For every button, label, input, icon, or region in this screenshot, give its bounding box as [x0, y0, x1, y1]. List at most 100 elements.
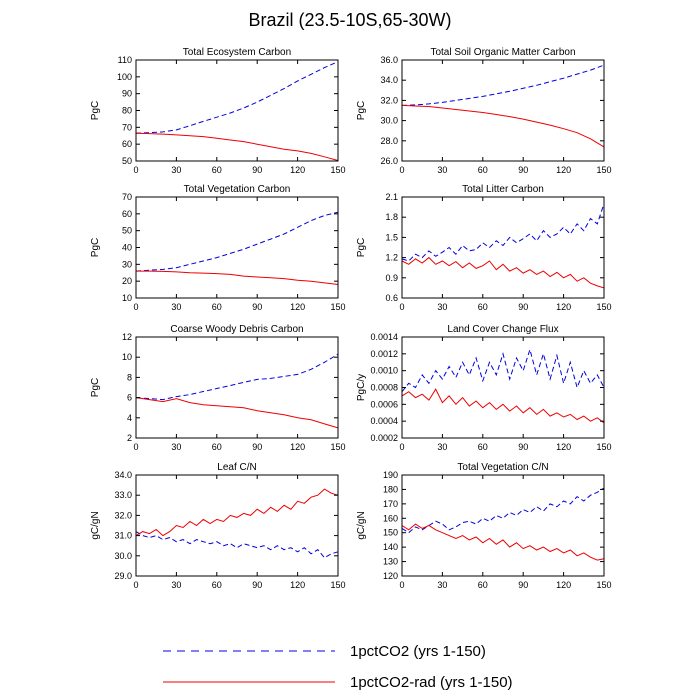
figure-title: Brazil (23.5-10S,65-30W) [248, 10, 451, 30]
x-tick-label: 120 [290, 442, 305, 452]
x-tick-label: 30 [437, 442, 447, 452]
y-tick-label: 130 [383, 557, 398, 567]
panel-title: Total Litter Carbon [462, 184, 544, 195]
x-tick-label: 0 [133, 580, 138, 590]
y-tick-label: 10 [122, 352, 132, 362]
x-tick-label: 150 [596, 302, 611, 312]
x-tick-label: 150 [596, 580, 611, 590]
x-tick-label: 0 [399, 442, 404, 452]
y-tick-label: 120 [383, 571, 398, 581]
x-tick-label: 120 [290, 165, 305, 175]
panel-title: Total Soil Organic Matter Carbon [430, 47, 575, 58]
y-tick-label: 34.0 [380, 75, 398, 85]
x-tick-label: 0 [399, 302, 404, 312]
y-axis-label: gC/gN [90, 511, 101, 539]
y-tick-label: 2.1 [385, 192, 398, 202]
panel-title: Coarse Woody Debris Carbon [170, 324, 303, 335]
panel-leaf-c-n: Leaf C/N gC/gN 0 30 60 90 120 150 29.0 30.0 31.0 32… [90, 462, 346, 590]
y-tick-label: 10 [122, 293, 132, 303]
panel-title: Land Cover Change Flux [447, 324, 558, 335]
series-line-1pctco2-rad-yrs-1-150 [401, 104, 605, 148]
x-tick-label: 30 [437, 580, 447, 590]
series-line-1pctco2-yrs-1-150 [401, 347, 605, 393]
y-tick-label: 36.0 [380, 55, 398, 65]
y-tick-label: 50 [122, 156, 132, 166]
series-line-1pctco2-yrs-1-150 [401, 487, 605, 534]
series-line-1pctco2-rad-yrs-1-150 [135, 132, 339, 161]
plot-frame [135, 474, 339, 577]
x-tick-label: 90 [252, 165, 262, 175]
x-tick-label: 30 [437, 302, 447, 312]
y-tick-label: 2 [127, 433, 132, 443]
legend-label-1pctco2: 1pctCO2 (yrs 1-150) [350, 643, 486, 660]
y-tick-label: 32.0 [380, 95, 398, 105]
x-tick-label: 90 [518, 302, 528, 312]
x-tick-label: 60 [212, 302, 222, 312]
y-tick-label: 0.0010 [370, 366, 398, 376]
panel-title: Total Vegetation C/N [457, 462, 548, 473]
series-line-1pctco2-rad-yrs-1-150 [401, 523, 605, 561]
x-tick-label: 30 [171, 442, 181, 452]
series-line-1pctco2-yrs-1-150 [401, 203, 605, 262]
y-tick-label: 34.0 [114, 470, 132, 480]
y-tick-label: 170 [383, 499, 398, 509]
y-axis-label: PgC [90, 101, 101, 120]
panel-title: Total Vegetation Carbon [184, 184, 291, 195]
x-tick-label: 60 [478, 302, 488, 312]
panel-land-cover-change-flux: Land Cover Change Flux PgC/y 0 30 60 90 120 150… [356, 324, 612, 452]
y-tick-label: 0.0002 [370, 433, 398, 443]
y-tick-label: 100 [117, 72, 132, 82]
panel-title: Leaf C/N [217, 462, 256, 473]
x-tick-label: 90 [252, 580, 262, 590]
y-tick-label: 190 [383, 470, 398, 480]
x-tick-label: 0 [399, 165, 404, 175]
panel-total-ecosystem-carbon: Total Ecosystem Carbon PgC 0 30 60 90 120 150 50… [90, 47, 346, 175]
y-axis-label: PgC [356, 238, 367, 257]
x-tick-label: 120 [556, 302, 571, 312]
y-tick-label: 29.0 [114, 571, 132, 581]
series-line-1pctco2-yrs-1-150 [135, 531, 339, 559]
x-tick-label: 90 [518, 442, 528, 452]
x-tick-label: 30 [437, 165, 447, 175]
y-tick-label: 1.2 [385, 253, 398, 263]
y-tick-label: 0.0006 [370, 399, 398, 409]
y-tick-label: 30.0 [114, 551, 132, 561]
y-tick-label: 70 [122, 122, 132, 132]
y-tick-label: 30 [122, 259, 132, 269]
y-tick-label: 30.0 [380, 116, 398, 126]
x-tick-label: 90 [252, 302, 262, 312]
y-tick-label: 1.5 [385, 232, 398, 242]
x-tick-label: 60 [478, 580, 488, 590]
y-tick-label: 12 [122, 332, 132, 342]
y-tick-label: 110 [118, 55, 132, 65]
plot-frame [135, 196, 339, 299]
panel-total-vegetation-carbon: Total Vegetation Carbon PgC 0 30 60 90 120 150 1… [90, 184, 346, 312]
legend: 1pctCO2 (yrs 1-150) 1pctCO2-rad (yrs 1-1… [163, 643, 513, 691]
y-tick-label: 28.0 [380, 136, 398, 146]
y-tick-label: 70 [122, 192, 132, 202]
y-tick-label: 32.0 [114, 510, 132, 520]
y-tick-label: 0.6 [385, 293, 398, 303]
panel-title: Total Ecosystem Carbon [183, 47, 291, 58]
x-tick-label: 60 [478, 442, 488, 452]
y-axis-label: PgC [90, 378, 101, 397]
y-tick-label: 50 [122, 226, 132, 236]
y-axis-label: PgC/y [356, 374, 367, 401]
series-line-1pctco2-rad-yrs-1-150 [401, 388, 605, 424]
y-tick-label: 6 [127, 393, 132, 403]
legend-label-1pctco2-rad: 1pctCO2-rad (yrs 1-150) [350, 674, 513, 691]
x-tick-label: 150 [596, 442, 611, 452]
panel-total-vegetation-c-n: Total Vegetation C/N gC/gN 0 30 60 90 120 150 12… [356, 462, 612, 590]
series-line-1pctco2-yrs-1-150 [135, 61, 339, 134]
y-axis-label: PgC [90, 238, 101, 257]
plot-frame [135, 336, 339, 439]
y-tick-label: 20 [122, 276, 132, 286]
x-tick-label: 90 [252, 442, 262, 452]
y-tick-label: 33.0 [114, 490, 132, 500]
y-tick-label: 0.0014 [370, 332, 398, 342]
series-line-1pctco2-rad-yrs-1-150 [136, 270, 339, 285]
x-tick-label: 150 [330, 302, 345, 312]
x-tick-label: 0 [399, 580, 404, 590]
x-tick-label: 90 [518, 580, 528, 590]
